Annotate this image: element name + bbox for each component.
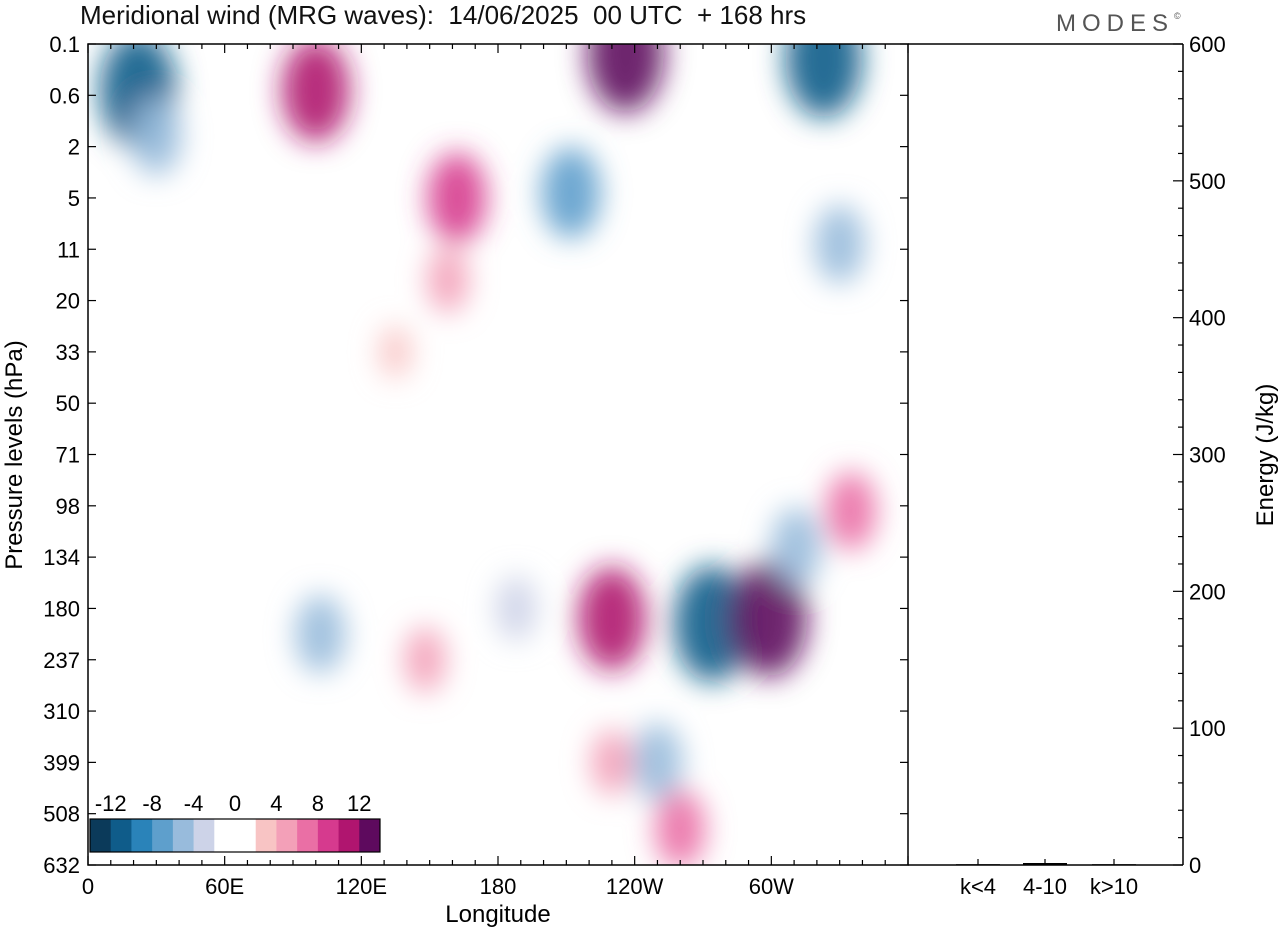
field-feature-13 [730,560,808,678]
field-blobs [99,44,877,865]
wind-field [99,44,877,865]
field-feature-6 [541,147,601,239]
y-tick-label: 50 [56,391,80,416]
colorbar-swatch [338,819,360,852]
field-feature-10 [295,594,346,674]
colorbar-swatch [131,819,153,852]
y-tick-label: 0.1 [49,32,80,57]
energy-tick-label: 300 [1189,443,1226,468]
field-feature-11 [577,566,646,671]
x-tick-label: 60E [205,874,244,899]
chart-title: Meridional wind (MRG waves): 14/06/2025 … [80,0,807,30]
field-feature-14 [771,507,822,587]
y-tick-label: 508 [43,802,80,827]
energy-tick-label: 200 [1189,579,1226,604]
modes-logo: MODES© [1056,10,1181,37]
colorbar-swatch [172,819,195,852]
colorbar-tick-label: 4 [270,791,282,816]
y-tick-label: 180 [43,596,80,621]
field-feature-4 [785,44,863,118]
x-tick-label: 60W [749,874,794,899]
energy-tick-label: 600 [1189,32,1226,57]
field-feature-16 [404,626,446,693]
y-tick-label: 399 [43,750,80,775]
colorbar-swatch [235,819,257,852]
y-tick-label: 20 [56,289,80,314]
y-tick-label: 237 [43,648,80,673]
energy-category-label: k>10 [1090,874,1138,899]
y-tick-label: 5 [68,186,80,211]
colorbar-tick-label: 8 [312,791,324,816]
energy-panel: 0 100 200 300 400 500 600 Energy (J/kg) k<4 4-10 k… [908,32,1279,899]
field-feature-18 [632,723,683,802]
colorbar-swatch [90,819,112,852]
colorbar-tick-label: 12 [347,791,371,816]
field-feature-17 [591,729,633,796]
field-feature-1 [281,44,350,143]
y-tick-label: 2 [68,135,80,160]
colorbar-swatch [255,819,277,852]
colorbar-swatch [152,819,174,852]
field-feature-20 [495,575,538,642]
colorbar-tick-label: -4 [184,791,204,816]
x-tick-label: 120W [606,874,664,899]
y-tick-label: 33 [56,340,80,365]
x-tick-label: 180 [480,874,517,899]
colorbar: -12 -8 -4 0 4 8 12 [89,791,381,853]
colorbar-frame [89,818,381,853]
x-tick-label: 120E [336,874,387,899]
field-feature-2 [427,152,487,244]
field-feature-19 [655,789,706,865]
x-axis-label: Longitude [445,901,550,928]
colorbar-swatch [297,819,319,852]
colorbar-tick-label: -8 [142,791,162,816]
y-tick-label: 71 [56,443,80,468]
field-feature-3 [587,44,664,113]
colorbar-swatch [317,819,340,852]
y-tick-label: 632 [43,853,80,878]
energy-tick-label: 400 [1189,306,1226,331]
y-tick-label: 98 [56,494,80,519]
y-tick-label: 11 [57,237,80,262]
field-feature-9 [379,325,412,379]
x-tick-label: 0 [82,874,94,899]
energy-category-label: k<4 [960,874,996,899]
colorbar-swatch [359,819,381,852]
main-axes: 0.1 0.6 2 5 11 20 33 50 71 98 134 180 237 310 399 508 63… [1,32,909,928]
colorbar-tick-label: -12 [95,791,127,816]
energy-axis-label: Energy (J/kg) [1252,384,1279,527]
colorbar-swatch [110,819,132,852]
y-tick-label: 310 [43,699,80,724]
field-feature-5 [131,97,182,176]
energy-category-label: 4-10 [1023,874,1067,899]
energy-tick-label: 0 [1189,853,1201,878]
y-tick-label: 0.6 [49,83,80,108]
y-axis-label: Pressure levels (hPa) [1,340,28,569]
field-feature-7 [814,204,865,284]
energy-tick-label: 500 [1189,169,1226,194]
colorbar-swatch [214,819,236,852]
plot-frame [87,43,909,866]
field-feature-8 [427,247,469,313]
y-tick-label: 134 [43,545,80,570]
colorbar-swatch [193,819,215,852]
colorbar-tick-label: 0 [229,791,241,816]
field-feature-15 [825,471,877,551]
field-feature-12 [673,565,751,683]
colorbar-swatch [276,819,298,852]
energy-tick-label: 100 [1189,716,1226,741]
